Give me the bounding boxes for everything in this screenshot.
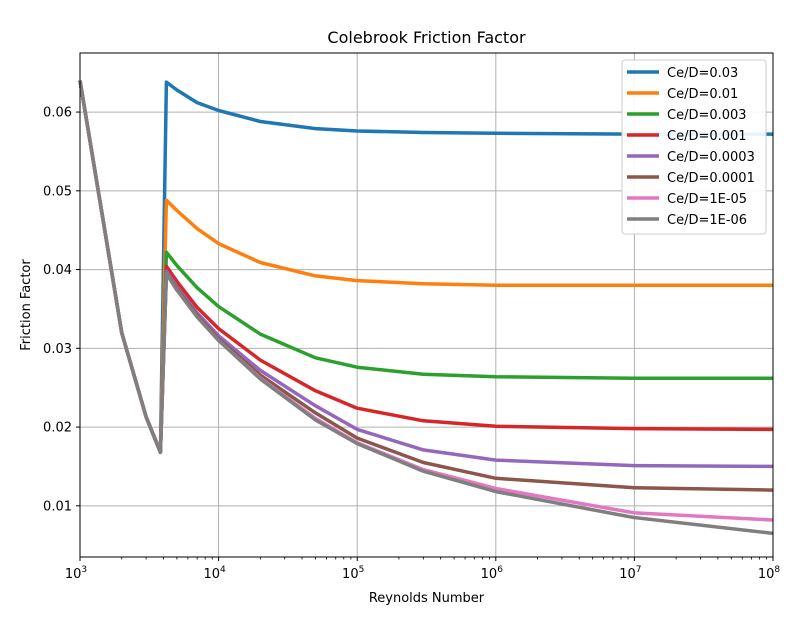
y-tick-label: 0.05 bbox=[43, 184, 72, 199]
plot-lines bbox=[78, 80, 774, 536]
legend-label: Ce/D=0.0001 bbox=[667, 171, 755, 186]
x-tick-label: 105 bbox=[342, 565, 364, 582]
chart-title: Colebrook Friction Factor bbox=[327, 28, 526, 47]
legend-label: Ce/D=1E-06 bbox=[667, 213, 747, 228]
series-line-7 bbox=[78, 80, 774, 536]
legend: Ce/D=0.03 Ce/D=0.01 Ce/D=0.003 Ce/D=0.001 Ce… bbox=[621, 59, 767, 235]
legend-label: Ce/D=0.001 bbox=[667, 129, 747, 144]
x-tick-label: 106 bbox=[481, 565, 504, 582]
legend-label: Ce/D=0.003 bbox=[667, 108, 747, 123]
x-tick-label: 103 bbox=[65, 565, 87, 582]
legend-box bbox=[621, 59, 767, 235]
x-tick-label: 108 bbox=[758, 565, 781, 582]
y-tick-label: 0.06 bbox=[43, 106, 72, 121]
axis-ticks: 103 104 105 106 107 108 0.01 0.02 0.03 0.04 0.05 0.… bbox=[43, 106, 780, 582]
y-tick-label: 0.02 bbox=[43, 421, 72, 436]
y-axis-label: Friction Factor bbox=[19, 259, 34, 351]
legend-label: Ce/D=0.01 bbox=[667, 87, 738, 102]
y-tick-label: 0.01 bbox=[43, 499, 72, 514]
y-tick-label: 0.03 bbox=[43, 342, 72, 357]
legend-label: Ce/D=0.0003 bbox=[667, 150, 755, 165]
x-tick-label: 107 bbox=[619, 565, 641, 582]
legend-label: Ce/D=1E-05 bbox=[667, 192, 747, 207]
x-axis-label: Reynolds Number bbox=[369, 591, 485, 606]
x-tick-label: 104 bbox=[203, 565, 226, 582]
legend-label: Ce/D=0.03 bbox=[667, 66, 738, 81]
y-tick-label: 0.04 bbox=[43, 263, 72, 278]
plot-frame bbox=[79, 52, 774, 558]
